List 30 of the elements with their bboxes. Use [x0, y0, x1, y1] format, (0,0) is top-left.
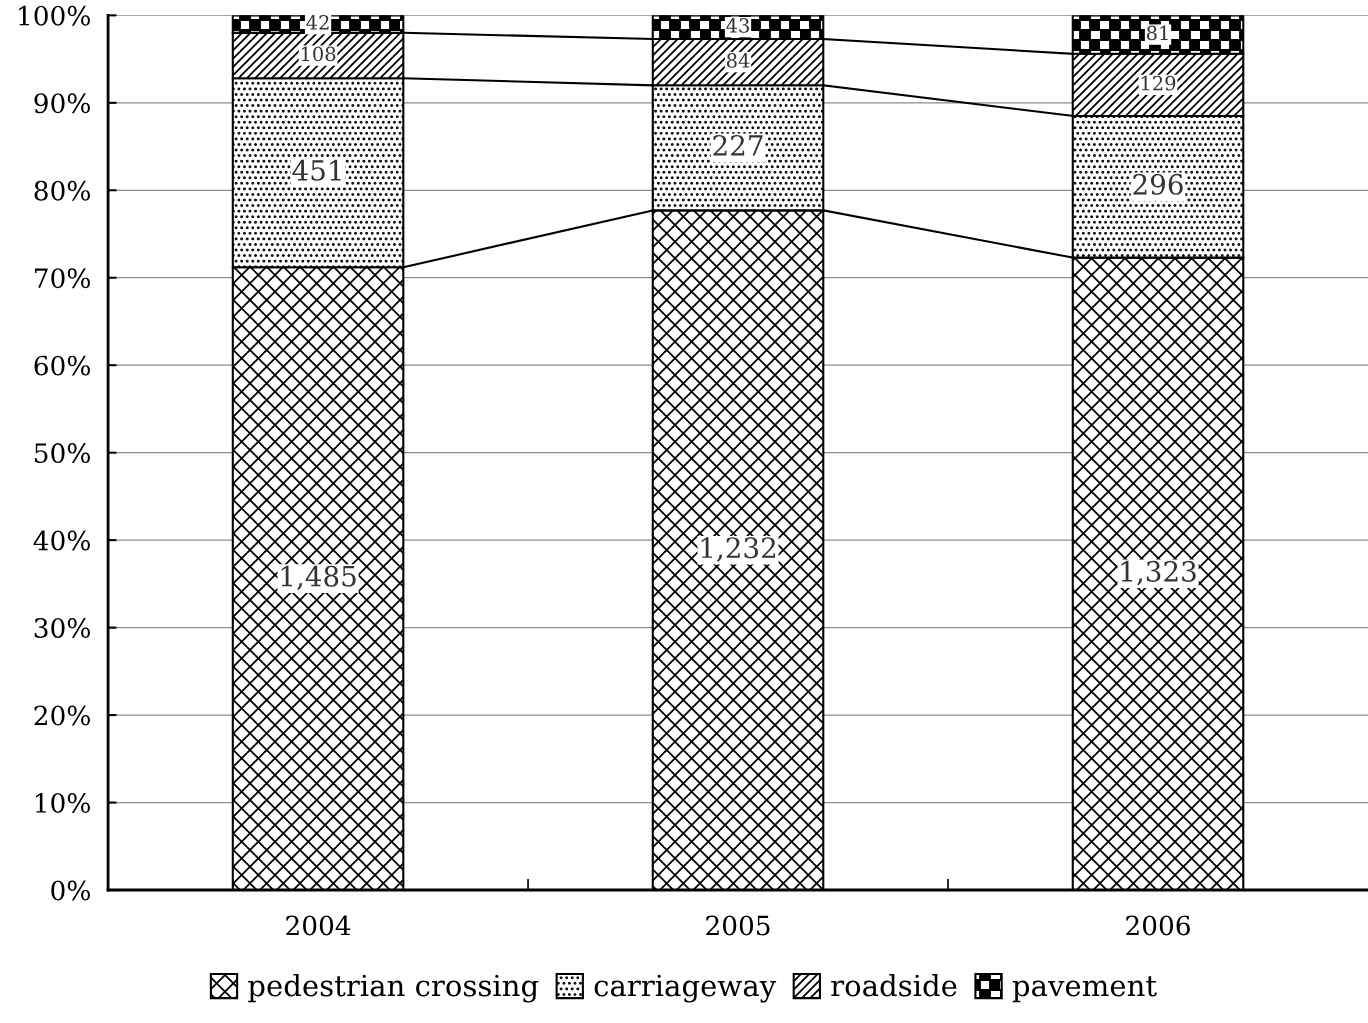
annotation: 84: [726, 53, 750, 68]
annotation: 227: [713, 134, 763, 156]
legend-label: pedestrian crossing: [248, 973, 539, 1003]
y-tick-label: 20%: [34, 705, 90, 726]
x-tick-label: 2005: [706, 915, 770, 936]
annotation: 129: [1141, 75, 1176, 91]
annotation: 1,232: [701, 537, 776, 562]
y-tick-label: 60%: [34, 355, 90, 376]
y-tick-label: 80%: [34, 180, 90, 201]
y-tick-label: 70%: [34, 268, 90, 289]
annotation: 42: [306, 15, 329, 30]
legend-label: roadside: [831, 973, 957, 997]
annotation: 296: [1133, 173, 1183, 195]
y-tick-label: 100%: [19, 5, 90, 26]
annotation: 81: [1146, 25, 1168, 41]
y-tick-label: 40%: [33, 530, 90, 551]
y-tick-label: 50%: [34, 443, 90, 464]
annotation: 43: [726, 18, 749, 33]
y-tick-label: 30%: [34, 618, 90, 639]
y-tick-label: 90%: [34, 93, 90, 114]
legend-label: pavement: [1012, 976, 1157, 1003]
y-tick-label: 0%: [51, 880, 90, 901]
y-tick-label: 10%: [35, 792, 90, 813]
x-tick-label: 2004: [286, 915, 351, 936]
annotation: 1,485: [281, 565, 356, 591]
legend-label: carriageway: [594, 974, 777, 1003]
annotation: 1,323: [1121, 560, 1196, 586]
annotation: 451: [292, 159, 341, 181]
x-tick-label: 2006: [1126, 915, 1190, 936]
annotation: 108: [301, 46, 336, 62]
